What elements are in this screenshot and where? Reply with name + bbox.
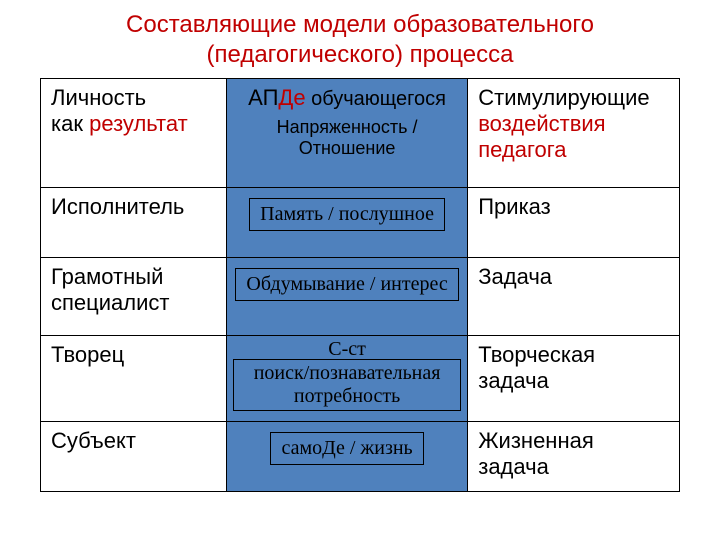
hdr-col3: Стимулирующие воздействия педагога [468,79,680,188]
title-line1: Составляющие модели образовательного [126,11,594,38]
row2-right: Творческая задача [468,336,680,422]
hdr-col1: Личность как результат [41,79,227,188]
row2-mid-box: поиск/познавательная потребность [233,359,461,411]
row0-mid: Память / послушное [226,188,467,258]
hdr-col1-l1: Личность [51,85,146,110]
row2-left: Творец [41,336,227,422]
table-header-row: Личность как результат АПДе обучающегося… [41,79,680,188]
hdr-col1-l3: результат [89,111,188,136]
row1-right: Задача [468,258,680,336]
hdr-col2-trail: обучающегося [306,88,446,110]
table-row: Творец С-ст поиск/познавательная потребн… [41,336,680,422]
table-row: Субъект самоДе / жизнь Жизненная задача [41,422,680,492]
hdr-col3-pre: Стимулирующие [478,85,649,110]
hdr-col2-main: АПДе обучающегося [237,85,457,111]
hdr-col3-red: воздействия педагога [478,111,605,162]
table-row: Грамотный специалист Обдумывание / интер… [41,258,680,336]
slide-title: Составляющие модели образовательного (пе… [40,10,680,70]
title-line2: (педагогического) процесса [207,41,514,68]
hdr-col1-l2: как [51,111,89,136]
row1-left: Грамотный специалист [41,258,227,336]
row3-left: Субъект [41,422,227,492]
row0-left: Исполнитель [41,188,227,258]
model-table: Личность как результат АПДе обучающегося… [40,78,680,492]
row3-right: Жизненная задача [468,422,680,492]
row2-mid-pre: С-ст [233,338,461,361]
hdr-col2-sub: Напряженность / Отношение [237,117,457,159]
hdr-col2-de: Де [278,85,305,110]
row3-mid-box: самоДе / жизнь [270,432,423,465]
table-row: Исполнитель Память / послушное Приказ [41,188,680,258]
hdr-col2: АПДе обучающегося Напряженность / Отноше… [226,79,467,188]
row1-mid: Обдумывание / интерес [226,258,467,336]
row0-mid-box: Память / послушное [249,198,445,231]
row0-right: Приказ [468,188,680,258]
row1-mid-box: Обдумывание / интерес [235,268,458,301]
row3-mid: самоДе / жизнь [226,422,467,492]
hdr-col2-ap: АП [248,85,278,110]
row2-mid: С-ст поиск/познавательная потребность [226,336,467,422]
